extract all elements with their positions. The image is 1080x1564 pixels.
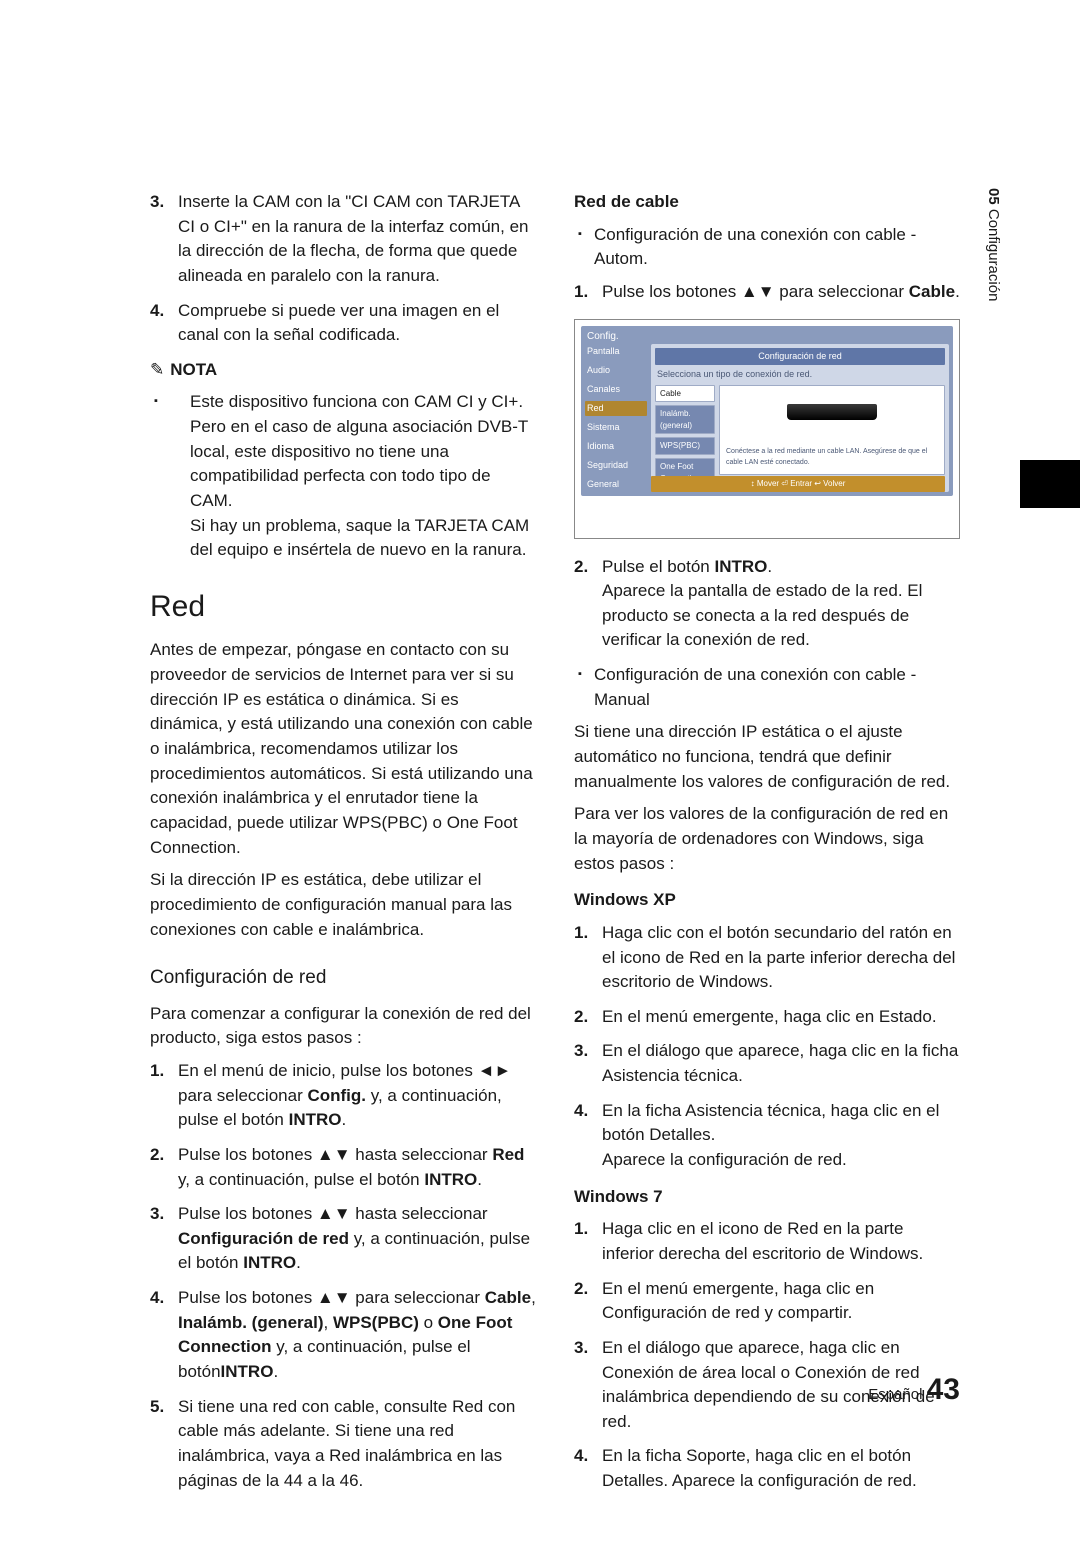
heading-config-red: Configuración de red [150, 964, 536, 992]
manual-p2: Para ver los valores de la configuración… [574, 802, 960, 876]
heading-winxp: Windows XP [574, 888, 960, 913]
cable-step-2: 2. Pulse el botón INTRO. Aparece la pant… [574, 555, 960, 654]
footer-page-number: 43 [927, 1373, 960, 1406]
red-intro-1: Antes de empezar, póngase en contacto co… [150, 638, 536, 860]
ui-config-label: Config. [587, 330, 619, 345]
config-step-4: 4. Pulse los botones ▲▼ para seleccionar… [150, 1286, 536, 1385]
ui-opt-cable: Cable [655, 385, 715, 403]
page-footer: Español 43 [868, 1368, 960, 1412]
w7-step-2: 2.En el menú emergente, haga clic en Con… [574, 1277, 960, 1326]
xp-step-4: 4.En la ficha Asistencia técnica, haga c… [574, 1099, 960, 1173]
ui-side-canales: Canales [585, 382, 647, 397]
settings-screenshot: Config. Pantalla Audio Canales Red Siste… [574, 319, 960, 539]
step-4: 4. Compruebe si puede ver una imagen en … [150, 299, 536, 348]
router-icon [787, 404, 877, 420]
heading-red-cable: Red de cable [574, 190, 960, 215]
red-intro-2: Si la dirección IP es estática, debe uti… [150, 868, 536, 942]
nota-label: NOTA [150, 358, 536, 383]
ui-main-panel: Configuración de red Selecciona un tipo … [651, 344, 949, 492]
xp-step-3: 3.En el diálogo que aparece, haga clic e… [574, 1039, 960, 1088]
cable-manual-bullet: Configuración de una conexión con cable … [574, 663, 960, 712]
config-step-2: 2. Pulse los botones ▲▼ hasta selecciona… [150, 1143, 536, 1192]
ui-side-sistema: Sistema [585, 420, 647, 435]
config-step-3: 3. Pulse los botones ▲▼ hasta selecciona… [150, 1202, 536, 1276]
ui-sidebar: Pantalla Audio Canales Red Sistema Idiom… [585, 344, 647, 515]
cable-autom-bullet: Configuración de una conexión con cable … [574, 223, 960, 272]
w7-step-4: 4.En la ficha Soporte, haga clic en el b… [574, 1444, 960, 1493]
ui-sub: Selecciona un tipo de conexión de red. [657, 368, 945, 381]
ui-hint: Conéctese a la red mediante un cable LAN… [726, 447, 938, 467]
ui-side-idioma: Idioma [585, 439, 647, 454]
ui-side-asistencia: Asistencia t [585, 496, 647, 511]
config-intro: Para comenzar a configurar la conexión d… [150, 1002, 536, 1051]
heading-win7: Windows 7 [574, 1185, 960, 1210]
xp-step-1: 1.Haga clic con el botón secundario del … [574, 921, 960, 995]
ui-footer-hints: ↕ Mover ⏎ Entrar ↩ Volver [651, 476, 945, 492]
ui-side-general: General [585, 477, 647, 492]
manual-p1: Si tiene una dirección IP estática o el … [574, 720, 960, 794]
ui-right-panel: Conéctese a la red mediante un cable LAN… [719, 385, 945, 475]
footer-lang: Español [868, 1386, 922, 1403]
xp-step-2: 2.En el menú emergente, haga clic en Est… [574, 1005, 960, 1030]
w7-step-1: 1.Haga clic en el icono de Red en la par… [574, 1217, 960, 1266]
ui-side-audio: Audio [585, 363, 647, 378]
heading-red: Red [150, 585, 536, 629]
thumb-index-bar [1020, 460, 1080, 508]
ui-opt-wps: WPS(PBC) [655, 437, 715, 455]
left-column: 3. Inserte la CAM con la "CI CAM con TAR… [150, 190, 536, 1504]
right-column: Red de cable Configuración de una conexi… [574, 190, 960, 1504]
ui-side-seguridad: Seguridad [585, 458, 647, 473]
ui-opt-inalamb: Inalámb. (general) [655, 405, 715, 434]
config-step-1: 1. En el menú de inicio, pulse los boton… [150, 1059, 536, 1133]
section-tab: 05 Configuración [982, 188, 1004, 301]
ui-main-title: Configuración de red [655, 348, 945, 365]
step-3: 3. Inserte la CAM con la "CI CAM con TAR… [150, 190, 536, 289]
ui-side-red: Red [585, 401, 647, 416]
chapter-title: Configuración [985, 209, 1002, 302]
config-step-5: 5. Si tiene una red con cable, consulte … [150, 1395, 536, 1494]
nota-bullet: Este dispositivo funciona con CAM CI y C… [150, 390, 536, 562]
ui-side-pantalla: Pantalla [585, 344, 647, 359]
chapter-number: 05 [985, 188, 1002, 205]
cable-step-1: 1. Pulse los botones ▲▼ para seleccionar… [574, 280, 960, 305]
